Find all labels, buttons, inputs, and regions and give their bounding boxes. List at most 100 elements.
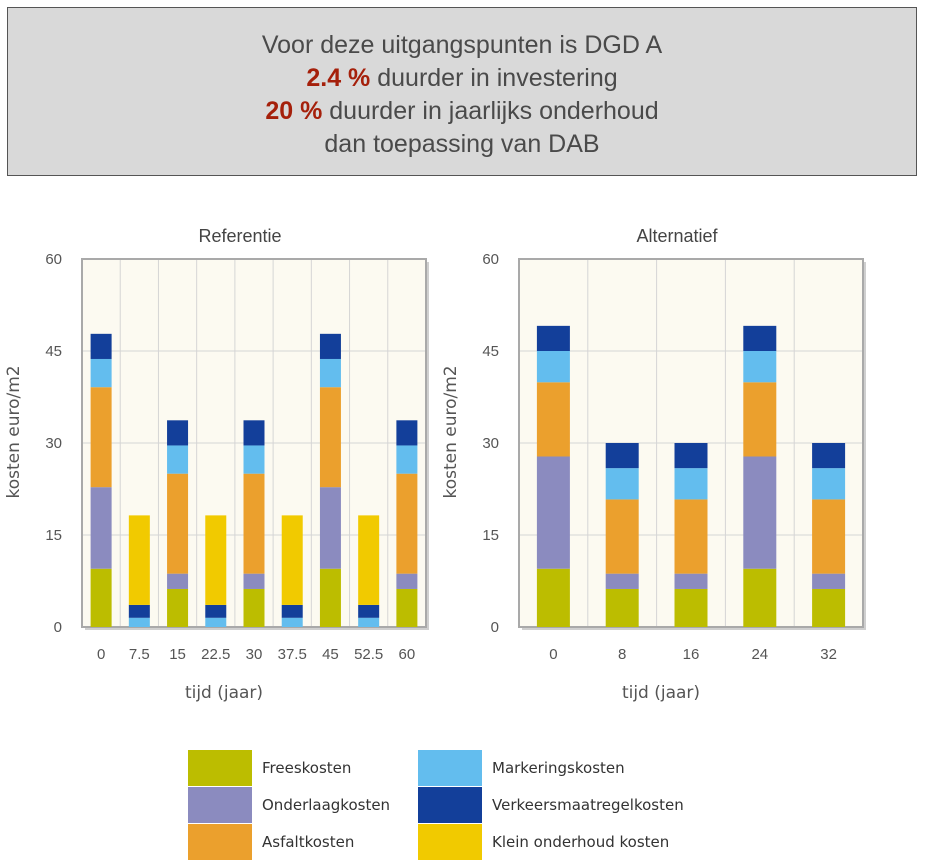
bar-stack-30 [243, 420, 265, 627]
x-tick-label-24: 24 [751, 646, 768, 663]
y-tick-label-45: 45 [482, 343, 499, 360]
x-tick-label-0: 0 [97, 646, 105, 663]
x-tick-label-30: 30 [246, 646, 263, 663]
bar-segment-onderlaagkosten-32 [812, 573, 846, 589]
y-tick-label-15: 15 [482, 527, 499, 544]
chart-alternatief: 0 8 16 24 32 0 15 30 45 60 Alternatief tijd (jaar) k… [441, 226, 866, 703]
legend-item-freeskosten: Freeskosten [188, 750, 351, 786]
bar-segment-freeskosten-15 [167, 588, 189, 627]
charts-area: 0 7.5 15 22.5 30 37.5 45 52.5 60 0 15 30 45 60 Referen… [4, 226, 866, 703]
bar-segment-asfaltkosten-32 [812, 499, 846, 574]
bar-segment-onderlaagkosten-16 [674, 573, 708, 589]
banner-investment-text: duurder in investering [370, 64, 618, 92]
x-tick-label-16: 16 [683, 646, 700, 663]
y-tick-label-0: 0 [491, 619, 499, 636]
bar-segment-verkeersmaatregelkosten-0 [536, 325, 570, 351]
bar-segment-asfaltkosten-0 [536, 382, 570, 457]
bar-segment-markeringskosten-32 [812, 468, 846, 500]
bar-segment-onderlaagkosten-8 [605, 573, 639, 589]
bar-segment-klein-onderhoud-kosten-37-5 [281, 515, 303, 605]
bar-segment-verkeersmaatregelkosten-30 [243, 420, 265, 446]
legend-item-asfaltkosten: Asfaltkosten [188, 824, 354, 860]
x-tick-label-37-5: 37.5 [278, 646, 307, 663]
bar-segment-onderlaagkosten-15 [167, 573, 189, 589]
bar-segment-markeringskosten-22-5 [205, 617, 227, 627]
y-axis-label: kosten euro/m2 [441, 365, 461, 498]
bar-segment-markeringskosten-30 [243, 445, 265, 474]
bar-stack-45 [319, 333, 341, 627]
legend-swatch-markeringskosten [418, 750, 482, 786]
bar-stack-52-5 [358, 515, 380, 627]
legend-label-klein-onderhoud-kosten: Klein onderhoud kosten [492, 833, 670, 851]
bar-segment-asfaltkosten-30 [243, 473, 265, 574]
legend-item-markeringskosten: Markeringskosten [418, 750, 625, 786]
bar-segment-markeringskosten-24 [743, 351, 777, 383]
bar-segment-asfaltkosten-24 [743, 382, 777, 457]
legend-item-klein-onderhoud-kosten: Klein onderhoud kosten [418, 824, 669, 860]
bar-segment-markeringskosten-52-5 [358, 617, 380, 627]
legend: Freeskosten Onderlaagkosten Asfaltkosten… [188, 750, 708, 862]
bar-segment-verkeersmaatregelkosten-22-5 [205, 604, 227, 618]
bar-segment-verkeersmaatregelkosten-16 [674, 443, 708, 469]
bar-stack-32 [812, 443, 846, 627]
bar-segment-asfaltkosten-8 [605, 499, 639, 574]
chart-title: Referentie [198, 226, 281, 246]
bar-segment-klein-onderhoud-kosten-7-5 [128, 515, 150, 605]
bar-segment-verkeersmaatregelkosten-24 [743, 325, 777, 351]
bar-segment-freeskosten-0 [536, 568, 570, 627]
bar-segment-freeskosten-32 [812, 588, 846, 627]
bar-segment-verkeersmaatregelkosten-32 [812, 443, 846, 469]
legend-label-asfaltkosten: Asfaltkosten [262, 833, 355, 851]
x-axis-label: tijd (jaar) [622, 683, 700, 703]
bar-segment-onderlaagkosten-24 [743, 456, 777, 569]
bar-segment-asfaltkosten-15 [167, 473, 189, 574]
banner-maintenance-percentage: 20 % [265, 97, 323, 125]
bar-stack-0 [90, 333, 112, 627]
bar-stack-24 [743, 325, 777, 627]
legend-swatch-asfaltkosten [188, 824, 252, 860]
x-tick-label-22-5: 22.5 [201, 646, 230, 663]
bar-stack-37-5 [281, 515, 303, 627]
legend-label-freeskosten: Freeskosten [262, 759, 352, 777]
legend-label-verkeersmaatregelkosten: Verkeersmaatregelkosten [492, 796, 684, 814]
bar-segment-onderlaagkosten-60 [396, 573, 418, 589]
bar-segment-freeskosten-60 [396, 588, 418, 627]
bar-stack-60 [396, 420, 418, 627]
banner-line-3: 20 % duurder in jaarlijks onderhoud [8, 95, 916, 128]
legend-swatch-onderlaagkosten [188, 787, 252, 823]
x-tick-label-15: 15 [169, 646, 186, 663]
bar-segment-markeringskosten-60 [396, 445, 418, 474]
x-tick-label-45: 45 [322, 646, 339, 663]
y-tick-label-60: 60 [45, 251, 62, 268]
bar-segment-verkeersmaatregelkosten-45 [319, 333, 341, 359]
bar-segment-onderlaagkosten-0 [536, 456, 570, 569]
x-tick-label-7-5: 7.5 [129, 646, 150, 663]
bar-segment-klein-onderhoud-kosten-52-5 [358, 515, 380, 605]
bar-stack-15 [167, 420, 189, 627]
legend-label-markeringskosten: Markeringskosten [492, 759, 625, 777]
bar-segment-onderlaagkosten-45 [319, 487, 341, 569]
bar-segment-freeskosten-0 [90, 568, 112, 627]
bar-segment-asfaltkosten-45 [319, 387, 341, 488]
legend-label-onderlaagkosten: Onderlaagkosten [262, 796, 391, 814]
y-tick-label-15: 15 [45, 527, 62, 544]
bar-segment-markeringskosten-45 [319, 358, 341, 388]
x-tick-label-52-5: 52.5 [354, 646, 383, 663]
x-tick-label-0: 0 [549, 646, 557, 663]
bar-segment-markeringskosten-15 [167, 445, 189, 474]
y-tick-label-0: 0 [54, 619, 62, 636]
x-tick-label-8: 8 [618, 646, 626, 663]
y-tick-label-30: 30 [45, 435, 62, 452]
banner-line-1: Voor deze uitgangspunten is DGD A [261, 31, 663, 59]
bar-stack-16 [674, 443, 708, 627]
bar-segment-freeskosten-8 [605, 588, 639, 627]
legend-swatch-verkeersmaatregelkosten [418, 787, 482, 823]
bar-segment-asfaltkosten-16 [674, 499, 708, 574]
bar-segment-markeringskosten-8 [605, 468, 639, 500]
bar-segment-onderlaagkosten-30 [243, 573, 265, 589]
bar-segment-verkeersmaatregelkosten-37-5 [281, 604, 303, 618]
y-tick-label-30: 30 [482, 435, 499, 452]
banner-line-4: dan toepassing van DAB [324, 130, 600, 158]
bar-segment-freeskosten-24 [743, 568, 777, 627]
x-tick-label-32: 32 [820, 646, 837, 663]
